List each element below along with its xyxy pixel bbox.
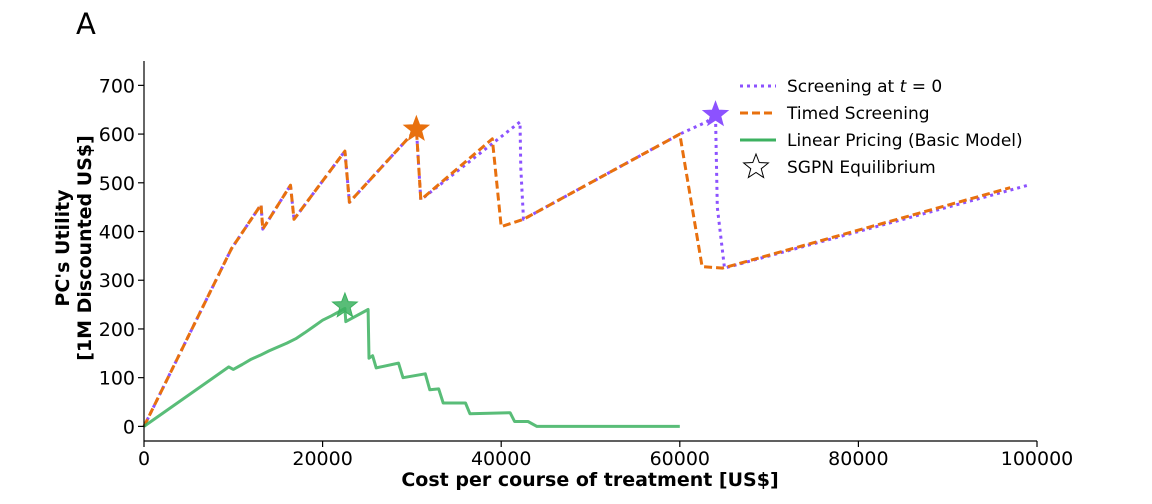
legend: Screening at t = 0 Timed Screening Linear … (740, 77, 1023, 179)
y-tick-label: 500 (99, 173, 135, 195)
series-line-linear-pricing (143, 307, 680, 428)
y-axis-label-line1: PC's Utility (52, 189, 74, 307)
equilibrium-star-2 (701, 100, 730, 127)
y-axis-label-line2: [1M Discounted US$] (74, 135, 96, 361)
y-tick-label: 400 (99, 222, 135, 244)
y-tick-label: 0 (123, 416, 135, 438)
legend-label-4: SGPN Equilibrium (787, 158, 936, 178)
x-tick-label: 20000 (292, 448, 352, 470)
y-tick-label: 700 (99, 75, 135, 97)
series-line-screening-t0 (142, 113, 1029, 428)
legend-label-2: Timed Screening (786, 104, 930, 124)
panel-label: A (76, 7, 96, 41)
legend-star-icon (742, 152, 770, 179)
y-tick-label: 300 (99, 270, 135, 292)
axes: 0 20000 40000 60000 80000 100000 0 100 200 300 400… (99, 61, 1074, 470)
x-tick-label: 0 (138, 448, 150, 470)
plot-area (142, 100, 1029, 428)
x-tick-label: 100000 (1001, 448, 1074, 470)
x-tick-label: 60000 (650, 448, 710, 470)
y-tick-label: 200 (99, 319, 135, 341)
series-line-timed-screening (142, 127, 1011, 428)
y-tick-label: 100 (99, 368, 135, 390)
equilibrium-star-1 (402, 114, 431, 141)
equilibrium-star-3 (331, 291, 359, 318)
x-axis-label: Cost per course of treatment [US$] (401, 469, 778, 491)
legend-label-1: Screening at t = 0 (787, 77, 942, 97)
x-tick-label: 80000 (828, 448, 888, 470)
x-tick-label: 40000 (471, 448, 531, 470)
legend-label-3: Linear Pricing (Basic Model) (787, 131, 1023, 151)
y-tick-label: 600 (99, 124, 135, 146)
